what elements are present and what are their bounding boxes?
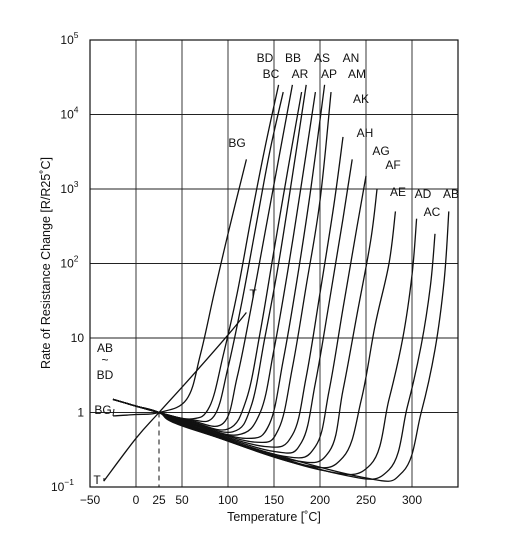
curve-label-ap: AP — [321, 67, 337, 81]
y-tick-exponent: 4 — [74, 105, 79, 115]
y-tick-exponent: −1 — [64, 477, 74, 487]
x-tick-label: 25 — [152, 493, 166, 507]
curve-label-am: AM — [348, 67, 366, 81]
group-label-top: AB — [97, 341, 113, 355]
y-tick-label: 103 — [60, 179, 78, 196]
y-tick-label: 104 — [60, 105, 78, 122]
x-tick-label: −50 — [80, 493, 101, 507]
curve-label-ad: AD — [415, 187, 432, 201]
group-label-tilde: ~ — [101, 353, 108, 367]
curve-label-ar: AR — [292, 67, 309, 81]
curve-label-ah: AH — [357, 126, 374, 140]
curve-label-ag: AG — [372, 144, 389, 158]
x-tick-label: 100 — [218, 493, 238, 507]
curve-bg — [112, 159, 248, 417]
x-tick-label: 50 — [175, 493, 189, 507]
y-tick-label: 10 — [71, 331, 85, 345]
y-tick-base: 10 — [60, 182, 74, 196]
y-tick-label: 1 — [77, 406, 84, 420]
y-tick-exponent: 5 — [74, 30, 79, 40]
y-tick-base: 10 — [60, 33, 74, 47]
curve-label-bg: BG — [228, 136, 245, 150]
group-label-bottom: BD — [97, 368, 114, 382]
y-tick-base: 1 — [77, 406, 84, 420]
grid-lines — [90, 40, 458, 487]
curve-label-ab: AB — [443, 187, 459, 201]
y-tick-base: 10 — [51, 480, 65, 494]
curve-label-af: AF — [385, 158, 400, 172]
x-tick-label: 200 — [310, 493, 330, 507]
curve-label-ak: AK — [353, 92, 369, 106]
y-tick-base: 10 — [60, 257, 74, 271]
data-curves — [103, 84, 450, 482]
y-tick-base: 10 — [60, 108, 74, 122]
y-tick-base: 10 — [71, 331, 85, 345]
x-axis-label: Temperature [˚C] — [227, 510, 321, 524]
x-tick-labels: −50 0 25 50 100 150 200 250 300 — [80, 493, 423, 507]
x-tick-label: 150 — [264, 493, 284, 507]
curve-label-bb: BB — [285, 51, 301, 65]
curve-label-t-start: T — [93, 473, 101, 487]
curve-label-bg-start: BG — [94, 403, 111, 417]
curve-label-bd: BD — [257, 51, 274, 65]
curve-label-an: AN — [343, 51, 360, 65]
curve-label-ac: AC — [424, 205, 441, 219]
curve-label-ae: AE — [390, 185, 406, 199]
curve-ab — [112, 211, 450, 482]
curve-bc — [112, 91, 284, 423]
plot-frame — [89, 39, 459, 488]
y-tick-label: 105 — [60, 30, 78, 47]
curve-label-t: T — [249, 287, 257, 301]
y-axis-label: Rate of Resistance Change [R/R25˚C] — [39, 157, 53, 369]
y-tick-label: 10−1 — [51, 477, 74, 494]
curve-t — [103, 312, 247, 482]
x-tick-label: 300 — [402, 493, 422, 507]
curve-bb — [112, 84, 294, 427]
curve-label-bc: BC — [263, 67, 280, 81]
curve-as — [112, 84, 307, 434]
curve-am — [112, 92, 332, 444]
curve-label-as: AS — [314, 51, 330, 65]
curve-ar — [112, 91, 303, 431]
x-tick-label: 250 — [356, 493, 376, 507]
x-tick-label: 0 — [133, 493, 140, 507]
y-tick-label: 102 — [60, 254, 78, 271]
y-tick-exponent: 2 — [74, 254, 79, 264]
y-tick-exponent: 3 — [74, 179, 79, 189]
label-leader — [112, 408, 115, 416]
